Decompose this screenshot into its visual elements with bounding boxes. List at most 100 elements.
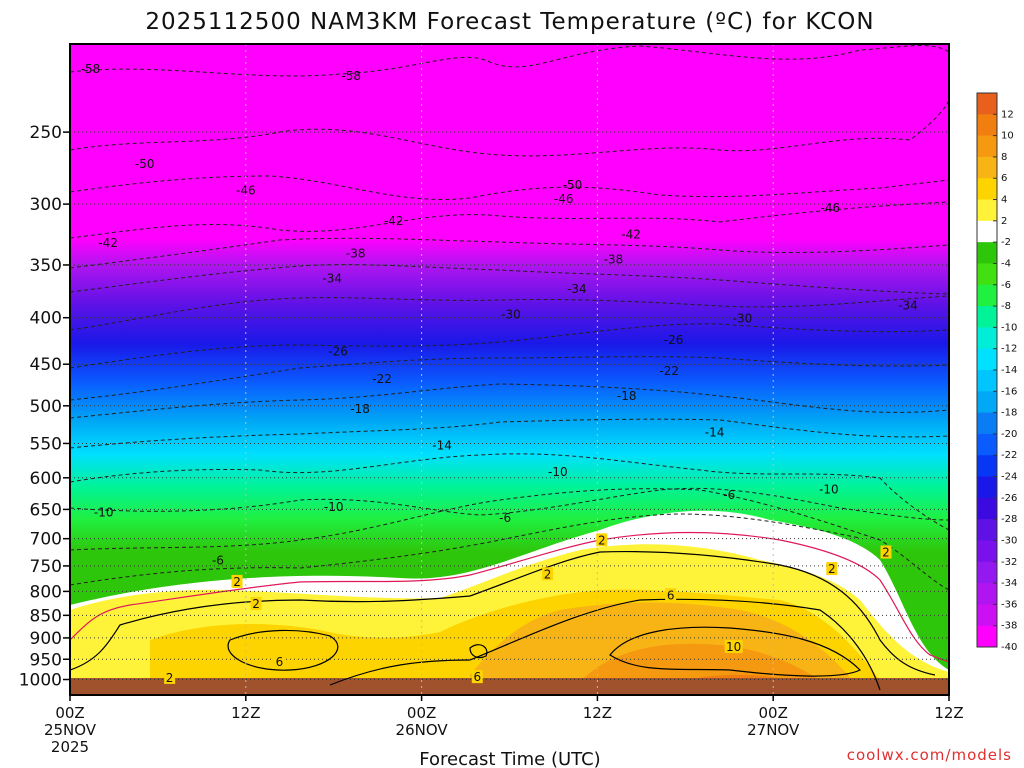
y-tick-label: 850 — [30, 606, 62, 626]
isotherm-label: -58 — [81, 62, 101, 76]
isotherm-label: -18 — [350, 402, 370, 416]
colorbar-label: 6 — [1001, 173, 1007, 184]
colorbar-label: -30 — [1001, 535, 1017, 546]
colorbar-swatch — [977, 370, 997, 392]
colorbar-label: -38 — [1001, 621, 1017, 632]
x-tick-label: 00Z — [759, 704, 788, 722]
isotherm-label: -10 — [548, 465, 568, 479]
isotherm-label-bg — [596, 533, 608, 547]
colorbar-swatch — [977, 412, 997, 435]
isotherm-label: 2 — [166, 671, 174, 685]
colorbar-swatch — [977, 561, 997, 584]
colorbar-label: -8 — [1001, 301, 1011, 312]
colorbar-label: -16 — [1001, 386, 1017, 397]
isotherm-label: 2 — [882, 546, 890, 560]
colorbar-label: 8 — [1001, 152, 1007, 163]
y-tick-label: 550 — [30, 434, 62, 454]
isotherm-label: -34 — [567, 282, 587, 296]
isotherm-label-bg — [542, 567, 554, 581]
time-gridlines — [245, 44, 774, 695]
colorbar-label: -28 — [1001, 514, 1017, 525]
isotherm-label: -38 — [604, 252, 624, 266]
isotherm-label: 10 — [726, 640, 741, 654]
colorbar-label: -12 — [1001, 344, 1017, 355]
colorbar-swatch — [977, 242, 997, 264]
colorbar-swatch — [977, 263, 997, 286]
pressure-axis: 250 300 350 400 450 500 550 600 650 700 750 800 850 9… — [19, 123, 70, 691]
isotherm-label: -18 — [617, 389, 637, 403]
colorbar-swatch — [977, 583, 997, 605]
isotherm-label: -22 — [372, 372, 392, 386]
x-tick-label: 00Z — [55, 704, 84, 722]
colorbar-swatch — [977, 284, 997, 307]
isotherm-label: 2 — [598, 533, 606, 547]
colorbar-label: -32 — [1001, 557, 1017, 568]
colorbar-swatch — [977, 199, 997, 222]
colorbar-label: -10 — [1001, 322, 1017, 333]
ground — [70, 678, 949, 695]
x-tick-year: 2025 — [51, 738, 89, 756]
y-tick-label: 1000 — [19, 671, 62, 691]
x-tick-date: 27NOV — [747, 721, 800, 739]
y-tick-label: 900 — [30, 629, 62, 649]
isotherm-label: -14 — [432, 439, 452, 453]
colorbar-label: -20 — [1001, 429, 1017, 440]
isotherm-label: -26 — [664, 333, 684, 347]
colorbar-label: -6 — [1001, 280, 1011, 291]
colorbar-label: -22 — [1001, 450, 1017, 461]
colorbar-swatch — [977, 604, 997, 627]
colorbar-label: -34 — [1001, 578, 1017, 589]
colorbar-swatch — [977, 433, 997, 456]
colorbar-swatch — [977, 519, 997, 541]
x-tick-date: 26NOV — [396, 721, 449, 739]
colorbar-label: -36 — [1001, 599, 1017, 610]
isotherm-label-bg — [665, 588, 677, 602]
colorbar-swatch — [977, 178, 997, 200]
colorbar-label: 4 — [1001, 195, 1007, 206]
colorbar-label: -2 — [1001, 237, 1011, 248]
colorbar-label: -18 — [1001, 408, 1017, 419]
isotherm-label: -26 — [328, 345, 348, 359]
chart-title: 2025112500 NAM3KM Forecast Temperature (… — [145, 9, 874, 35]
isotherm-label-bg — [164, 670, 176, 684]
credit-link[interactable]: coolwx.com/models — [847, 746, 1012, 764]
isotherm-label-bg — [250, 597, 262, 611]
isotherm-label: -42 — [384, 214, 404, 228]
isotherm-label: -42 — [98, 236, 118, 250]
isotherm-label: 2 — [252, 597, 260, 611]
y-tick-label: 250 — [30, 123, 62, 143]
isotherm-label: -42 — [621, 227, 641, 241]
isotherm-label: -14 — [705, 426, 725, 440]
y-tick-label: 450 — [30, 355, 62, 375]
colorbar-swatch — [977, 135, 997, 158]
isotherm-label: 2 — [233, 575, 241, 589]
colorbar-label: -26 — [1001, 493, 1017, 504]
colorbar-swatch — [977, 156, 997, 179]
colorbar-swatch — [977, 455, 997, 477]
colorbar-swatch — [977, 348, 997, 371]
x-tick-label: 00Z — [407, 704, 436, 722]
isotherm-label: 6 — [473, 670, 481, 684]
colorbar-swatch — [977, 220, 997, 243]
isotherm-label-bg — [826, 562, 838, 576]
warm-isotherm-lines — [70, 550, 936, 691]
isotherm-label: 2 — [544, 567, 552, 581]
plot-border — [69, 43, 950, 696]
pressure-gridlines — [70, 131, 949, 681]
y-tick-label: 350 — [30, 256, 62, 276]
colorbar: 12 10 8 6 4 2 -2 -4 -6 -8 -10 -12 -14 -16 -18 -20 -22 -24… — [976, 92, 1017, 653]
colorbar-label: -40 — [1001, 642, 1017, 653]
colorbar-swatch — [977, 476, 997, 499]
plot-area: -58-58-50-50-46-46-46-42-42-42-38 -38-34-… — [70, 44, 949, 695]
x-tick-date: 25NOV — [44, 721, 97, 739]
colorbar-swatch — [977, 625, 997, 648]
colorbar-swatch — [977, 327, 997, 350]
freezing-level-line — [70, 531, 949, 663]
isotherm-label-bg — [471, 670, 483, 684]
isotherm-label: -34 — [898, 299, 918, 313]
isotherm-label: -34 — [322, 271, 342, 285]
isotherm-label: -6 — [723, 488, 735, 502]
colorbar-swatch — [977, 391, 997, 414]
